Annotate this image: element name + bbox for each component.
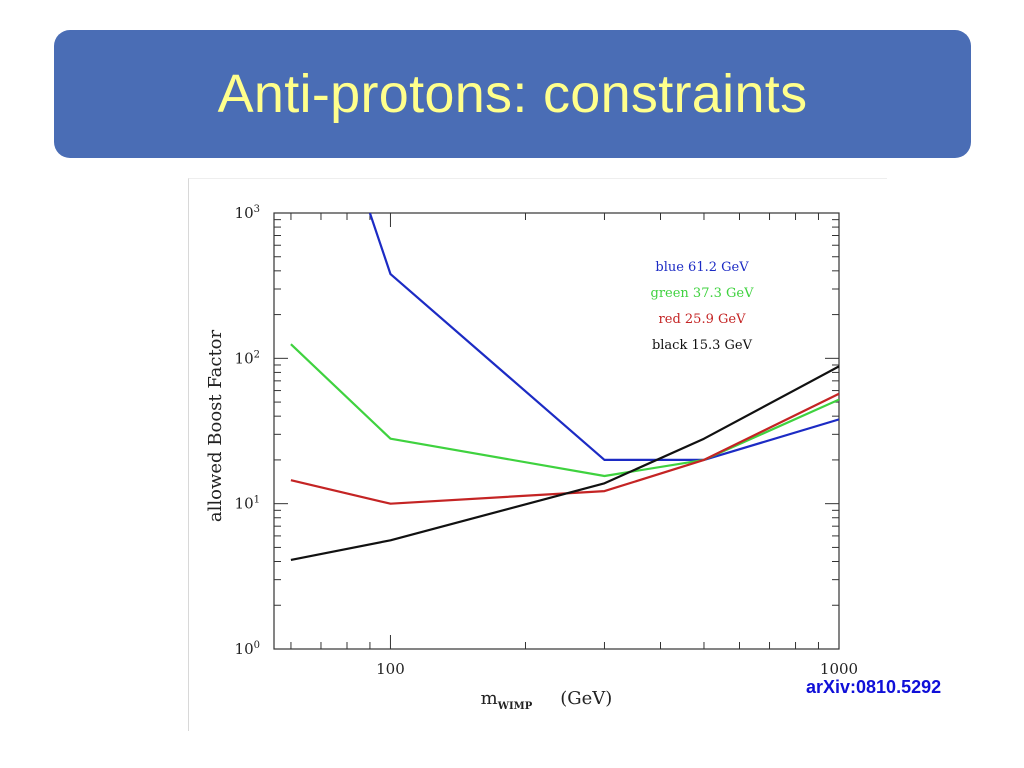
legend-entry: green 37.3 GeV	[651, 286, 755, 301]
series-line-1	[368, 213, 839, 461]
series-line-3	[290, 392, 839, 505]
x-tick-label: 100	[376, 660, 405, 678]
x-tick-label: 1000	[820, 660, 858, 678]
y-axis-label: allowed Boost Factor	[205, 329, 226, 522]
y-tick-label: 101	[235, 495, 260, 513]
plot-frame	[273, 212, 840, 650]
x-axis-label: mWIMP (GeV)	[481, 688, 613, 712]
y-ticks	[274, 212, 839, 650]
legend-entry: red 25.9 GeV	[659, 312, 747, 327]
series-lines	[290, 213, 839, 561]
slide-title: Anti-protons: constraints	[217, 64, 808, 124]
boost-factor-chart: 100 1000 100 101 102 103 mWIMP (GeV) allowed Boo…	[205, 204, 858, 712]
figure-frame: 100 1000 100 101 102 103 mWIMP (GeV) allowed Boo…	[188, 178, 887, 731]
legend: blue 61.2 GeV green 37.3 GeV red 25.9 GeV b…	[651, 260, 755, 353]
arxiv-reference[interactable]: arXiv:0810.5292	[806, 677, 942, 697]
series-line-2	[290, 343, 839, 478]
x-ticks	[290, 213, 840, 649]
y-tick-label: 103	[235, 204, 260, 222]
legend-entry: black 15.3 GeV	[652, 338, 753, 353]
legend-entry: blue 61.2 GeV	[655, 260, 749, 275]
title-bar: Anti-protons: constraints	[54, 30, 971, 158]
y-tick-label: 102	[235, 349, 260, 367]
series-line-4	[290, 365, 839, 561]
y-tick-label: 100	[235, 640, 260, 658]
